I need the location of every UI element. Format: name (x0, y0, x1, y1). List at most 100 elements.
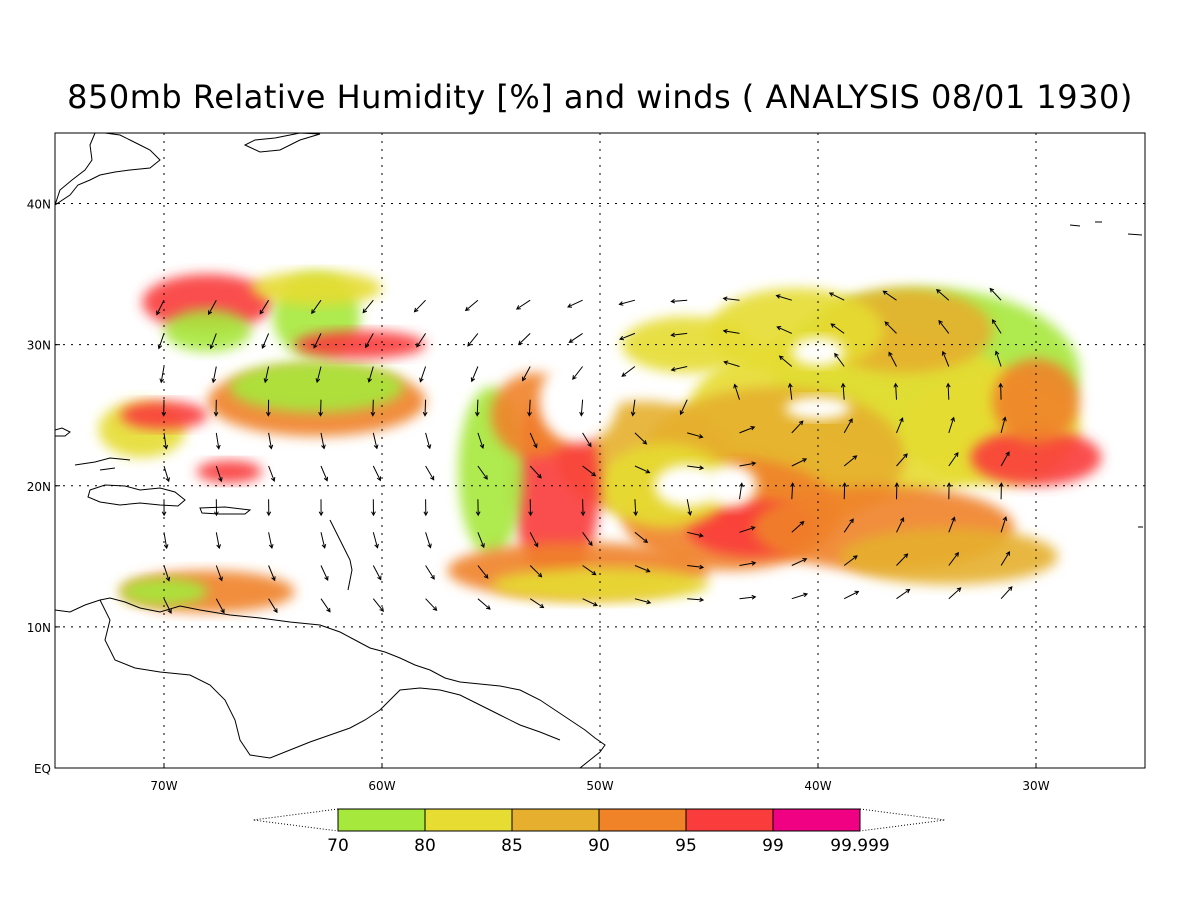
wind-arrow (882, 290, 897, 301)
lon-tick-label: 60W (368, 779, 395, 793)
wind-arrow (1000, 516, 1008, 533)
colorbar-label: 85 (501, 836, 523, 856)
lat-tick-label: 10N (27, 621, 51, 635)
wind-arrow (775, 294, 792, 301)
wind-arrow (320, 598, 331, 613)
wind-arrow (884, 321, 897, 334)
wind-arrow (425, 465, 435, 481)
wind-arrow (991, 319, 1002, 334)
colorbar-label: 99 (762, 836, 784, 856)
wind-arrow (842, 482, 847, 500)
dry-pocket (785, 396, 851, 420)
wind-arrow (634, 531, 649, 544)
south-america-coast (55, 597, 606, 768)
wind-arrow (843, 555, 858, 566)
wind-arrow (372, 565, 382, 581)
wind-arrow (630, 399, 636, 417)
azores (1069, 221, 1143, 236)
wind-arrow (670, 366, 688, 372)
wind-arrow (948, 551, 960, 566)
wind-arrow (268, 465, 276, 482)
wind-arrow (268, 432, 274, 450)
wind-arrow (318, 399, 324, 417)
colorbar: 70 80 85 90 95 99 99.999 (252, 808, 946, 856)
wind-arrow (268, 598, 278, 614)
wind-arrow (477, 465, 488, 480)
wind-arrow (263, 366, 270, 384)
wind-arrow (687, 597, 705, 603)
wind-arrow (948, 416, 955, 434)
dry-pocket (538, 358, 618, 444)
wind-arrow (948, 516, 956, 533)
wind-arrow (159, 366, 165, 384)
wind-arrow (522, 366, 531, 382)
wind-arrow (739, 561, 757, 566)
wind-arrow (722, 329, 740, 334)
colorbar-swatch (337, 808, 426, 832)
wind-arrow (214, 499, 219, 517)
wind-arrow (163, 432, 169, 450)
wind-arrow (477, 565, 489, 579)
wind-arrow (320, 565, 329, 581)
wind-arrow (888, 351, 897, 367)
humidity-patch (970, 429, 1102, 486)
humidity-patch (992, 358, 1080, 444)
wind-arrow (364, 333, 374, 349)
wind-arrow (686, 499, 692, 516)
wind-arrow (157, 333, 165, 350)
wind-arrow (739, 461, 757, 467)
lon-tick-label: 40W (804, 779, 831, 793)
wind-arrow (791, 458, 808, 467)
wind-arrow (687, 432, 704, 439)
humidity-field (98, 271, 1102, 613)
wind-arrow (621, 366, 636, 377)
lon-tick-label: 30W (1022, 779, 1049, 793)
wind-arrow (371, 499, 376, 517)
wind-arrow (311, 299, 322, 315)
wind-arrow (739, 426, 756, 434)
cuba-coast (55, 427, 71, 437)
wind-arrow (994, 350, 1002, 367)
wind-arrow (464, 299, 479, 312)
wind-arrow (215, 598, 225, 614)
wind-arrow (215, 565, 223, 582)
wind-arrow (634, 598, 652, 605)
wind-arrow (791, 520, 805, 533)
humidity-patch (491, 567, 709, 602)
lat-tick-label: 20N (27, 480, 51, 494)
wind-arrow (945, 382, 951, 400)
north-america-coast (55, 133, 161, 206)
wind-arrow (261, 333, 270, 350)
wind-arrow (315, 366, 322, 384)
wind-arrow (1000, 451, 1010, 467)
coastlines (55, 133, 1143, 768)
wind-arrow (515, 299, 531, 310)
wind-arrow (163, 598, 172, 614)
wind-arrow (425, 532, 432, 549)
wind-arrow (896, 588, 911, 600)
wind-arrow (739, 482, 744, 500)
wind-arrow (477, 432, 485, 449)
lon-axis: 70W 60W 50W 40W 30W (150, 763, 1050, 793)
wind-arrow (941, 350, 950, 367)
wind-arrow (722, 296, 740, 302)
wind-arrow (580, 499, 586, 517)
humidity-patch (120, 577, 208, 606)
wind-arrow (739, 594, 757, 600)
wind-arrow (896, 453, 908, 467)
wind-arrow (209, 333, 217, 350)
wind-arrow (572, 366, 583, 381)
wind-arrow (163, 565, 171, 582)
wind-arrow (475, 399, 480, 417)
wind-arrow (787, 382, 793, 400)
wind-vectors (156, 287, 1013, 614)
wind-arrow (416, 333, 427, 348)
lat-tick-label: EQ (34, 762, 51, 776)
wind-arrow (634, 465, 651, 474)
wind-arrow (529, 532, 539, 548)
wind-arrow (475, 499, 481, 517)
wind-arrow (367, 366, 374, 383)
lon-tick-label: 70W (150, 779, 177, 793)
wind-arrow (372, 598, 384, 613)
